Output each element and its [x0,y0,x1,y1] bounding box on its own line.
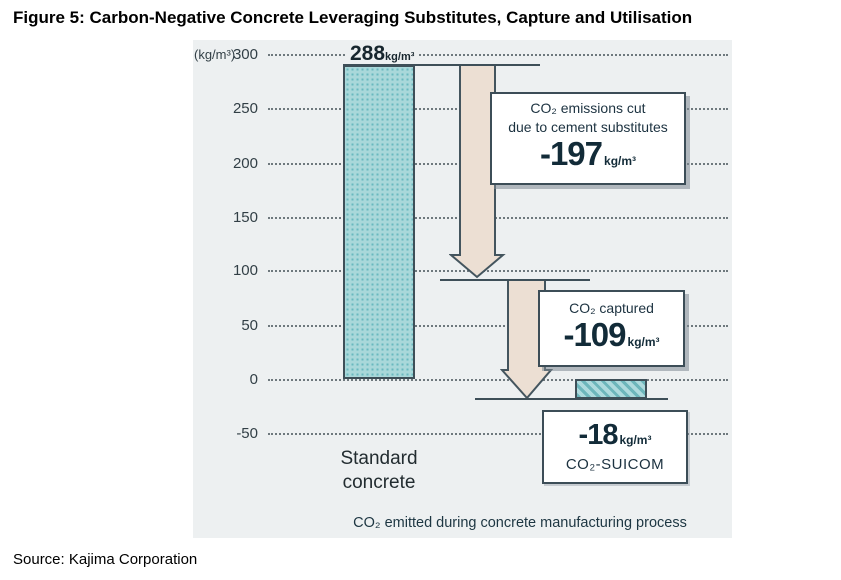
callout-captured-line1: CO₂ captured [569,299,654,316]
bar-value-unit: kg/m³ [385,51,415,63]
callout-captured: CO₂ captured -109 kg/m³ [538,290,685,367]
y-tick-300: 300 [232,46,258,63]
y-axis-unit-label: (kg/m³) [194,47,236,62]
y-tick-neg50: -50 [236,425,258,442]
callout-substitutes-unit: kg/m³ [604,154,637,168]
callout-suicom-unit: kg/m³ [619,433,652,447]
callout-suicom-value-row: -18 kg/m³ [579,420,652,455]
y-tick-0: 0 [249,371,258,388]
callout-captured-unit: kg/m³ [627,334,660,349]
standard-concrete-label: Standard concrete [340,448,418,493]
level-line-91 [440,279,590,281]
gridline-50 [268,325,728,327]
suicom-result-bar [575,379,647,399]
standard-concrete-bar [343,65,415,379]
callout-suicom-label: CO₂-SUICOM [565,456,665,473]
callout-substitutes-value: -197 [539,135,603,172]
source-note: Source: Kajima Corporation [13,551,198,568]
x-axis-caption: CO₂ emitted during concrete manufacturin… [353,515,687,531]
callout-captured-value-row: -109 kg/m³ [563,315,660,359]
level-line-288 [343,64,540,66]
callout-captured-value: -109 [563,315,626,353]
gridline-neg50 [268,433,728,435]
gridline-0 [268,379,728,381]
callout-suicom-value: -18 [578,419,619,451]
bar-value-label: 288kg/m³ [345,42,420,68]
figure-title: Figure 5: Carbon-Negative Concrete Lever… [13,8,693,27]
gridline-100 [268,270,728,272]
y-tick-250: 250 [232,100,258,117]
callout-suicom: -18 kg/m³ CO₂-SUICOM [542,410,688,484]
gridline-150 [268,217,728,219]
callout-substitutes-line1: CO₂ emissions cut [530,100,646,116]
callout-substitutes-value-row: -197 kg/m³ [540,137,636,178]
y-tick-150: 150 [232,209,258,226]
level-line-neg18 [475,398,668,400]
y-tick-50: 50 [241,317,258,334]
y-tick-200: 200 [232,155,258,172]
gridline-300 [268,54,728,56]
bar-value: 288 [350,42,386,65]
y-tick-100: 100 [232,262,258,279]
callout-substitutes: CO₂ emissions cut due to cement substitu… [490,92,686,185]
callout-substitutes-line2: due to cement substitutes [508,119,668,135]
